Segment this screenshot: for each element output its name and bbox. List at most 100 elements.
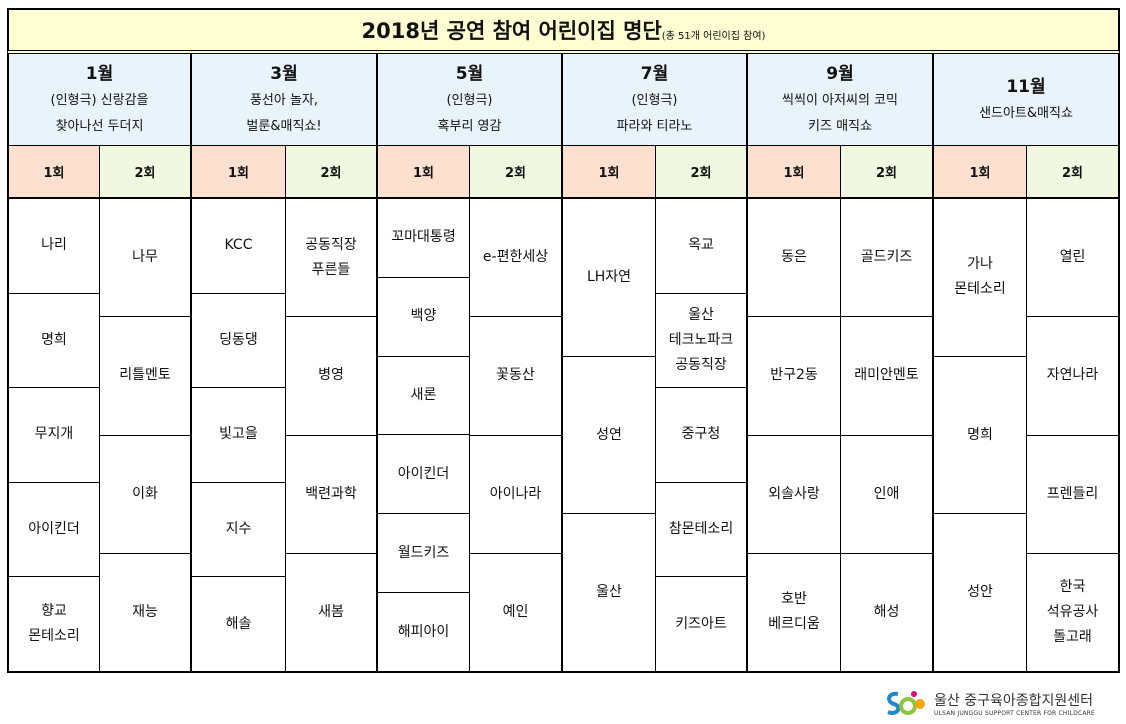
daycare-cell: 빛고을	[192, 388, 285, 483]
session-header: 2회	[1027, 146, 1120, 199]
daycare-cell: 옥교	[656, 199, 746, 294]
daycare-cell: 무지개	[9, 388, 99, 483]
daycare-cell: 아이나라	[470, 436, 561, 554]
month-label: 1월	[85, 63, 114, 84]
daycare-cell: KCC	[192, 199, 285, 294]
daycare-cell: 프렌들리	[1027, 436, 1118, 554]
session-header: 1회	[192, 146, 286, 199]
session-column: 열린 자연나라 프렌들리 한국 석유공사 돌고래	[1027, 199, 1120, 673]
session-header: 2회	[656, 146, 748, 199]
show-title-line: 키즈 매직쇼	[808, 118, 872, 134]
session-header: 1회	[378, 146, 470, 199]
session-header: 2회	[841, 146, 934, 199]
show-title-line: 혹부리 영감	[437, 118, 502, 134]
logo-icon	[887, 691, 925, 715]
daycare-cell: 나리	[9, 199, 99, 294]
show-title-line: 파라와 티라노	[616, 118, 693, 134]
daycare-cell: 반구2동	[748, 317, 840, 436]
month-header: 5월 (인형극) 혹부리 영감	[378, 54, 563, 146]
daycare-cell: 호반 베르디움	[748, 554, 840, 673]
daycare-cell: 자연나라	[1027, 317, 1118, 436]
month-label: 11월	[1006, 76, 1046, 97]
show-title-line: 찾아나선 두더지	[55, 118, 144, 134]
show-title-line: 풍선아 놀자,	[249, 92, 319, 108]
month-label: 9월	[826, 63, 854, 84]
daycare-cell: 울산	[563, 514, 655, 674]
title-sub: (총 51개 어린이집 참여)	[661, 30, 766, 42]
daycare-cell: 한국 석유공사 돌고래	[1027, 554, 1118, 673]
daycare-cell: e-편한세상	[470, 199, 561, 318]
session-header: 2회	[100, 146, 192, 199]
daycare-cell: 월드키즈	[378, 514, 469, 594]
daycare-cell: 새론	[378, 357, 469, 436]
daycare-cell: 해피아이	[378, 593, 469, 673]
daycare-cell: 나무	[100, 199, 190, 318]
session-column: 나리 명희 무지개 아이킨더 향교 몬테소리	[9, 199, 100, 673]
daycare-cell: 외솔사랑	[748, 436, 840, 554]
session-header: 1회	[563, 146, 656, 199]
daycare-cell: LH자연	[563, 199, 655, 357]
session-column: 골드키즈 래미안멘토 인애 해성	[841, 199, 934, 673]
daycare-cell: 공동직장 푸른들	[286, 199, 376, 318]
session-header: 1회	[934, 146, 1027, 199]
daycare-cell: 예인	[470, 554, 561, 673]
daycare-cell: 해성	[841, 554, 932, 673]
daycare-cell: 재능	[100, 554, 190, 673]
show-title-line: (인형극)	[631, 92, 678, 108]
show-title-line: 샌드아트&매직쇼	[979, 105, 1073, 121]
daycare-cell: 성연	[563, 357, 655, 515]
daycare-cell: 명희	[934, 357, 1026, 515]
daycare-cell: 래미안멘토	[841, 317, 932, 436]
daycare-cell: 아이킨더	[9, 483, 99, 578]
session-column: 가나 몬테소리 명희 성안	[934, 199, 1027, 674]
logo-english: ULSAN JUNGGU SUPPORT CENTER FOR CHILDCAR…	[934, 709, 1096, 717]
session-header: 1회	[9, 146, 100, 199]
daycare-cell: 골드키즈	[841, 199, 932, 318]
daycare-cell: 해솔	[192, 577, 285, 673]
daycare-cell: 중구청	[656, 388, 746, 483]
session-column: 동은 반구2동 외솔사랑 호반 베르디움	[748, 199, 841, 673]
daycare-cell: 꼬마대통령	[378, 199, 469, 278]
month-label: 3월	[270, 63, 298, 84]
session-column: 공동직장 푸른들 병영 백련과학 새봄	[286, 199, 378, 673]
session-column: 꼬마대통령 백양 새론 아이킨더 월드키즈 해피아이	[378, 199, 470, 673]
daycare-cell: 백양	[378, 278, 469, 357]
daycare-cell: 리틀멘토	[100, 317, 190, 436]
session-header: 1회	[748, 146, 841, 199]
session-column: LH자연 성연 울산	[563, 199, 656, 674]
session-column: e-편한세상 꽃동산 아이나라 예인	[470, 199, 563, 673]
daycare-cell: 지수	[192, 483, 285, 578]
month-label: 7월	[640, 63, 669, 84]
daycare-cell: 가나 몬테소리	[934, 199, 1026, 357]
show-title-line: (인형극)	[446, 92, 493, 108]
daycare-cell: 향교 몬테소리	[9, 577, 99, 673]
daycare-cell: 아이킨더	[378, 435, 469, 515]
daycare-cell: 참몬테소리	[656, 483, 746, 578]
month-header: 7월 (인형극) 파라와 티라노	[563, 54, 748, 146]
show-title-line: 씩씩이 아저씨의 코믹	[782, 92, 898, 108]
session-column: 나무 리틀멘토 이화 재능	[100, 199, 192, 673]
show-title-line: (인형극) 신랑감을	[50, 92, 149, 108]
daycare-cell: 꽃동산	[470, 317, 561, 436]
table-title: 2018년 공연 참여 어린이집 명단 (총 51개 어린이집 참여)	[7, 8, 1120, 54]
session-column: KCC 딩동댕 빛고을 지수 해솔	[192, 199, 286, 673]
session-column: 옥교 울산 테크노파크 공동직장 중구청 참몬테소리 키즈아트	[656, 199, 748, 673]
logo-korean: 울산 중구육아종합지원센터	[934, 692, 1094, 709]
daycare-cell: 백련과학	[286, 436, 376, 554]
center-logo: 울산 중구육아종합지원센터 ULSAN JUNGGU SUPPORT CENTE…	[884, 686, 1124, 720]
daycare-cell: 인애	[841, 436, 932, 554]
month-label: 5월	[455, 63, 484, 84]
left-border	[7, 54, 9, 673]
session-header: 2회	[470, 146, 563, 199]
show-title-line: 벌룬&매직쇼!	[246, 118, 322, 134]
title-main: 2018년 공연 참여 어린이집 명단	[361, 19, 662, 43]
daycare-cell: 병영	[286, 317, 376, 436]
daycare-cell: 열린	[1027, 199, 1118, 318]
daycare-cell: 딩동댕	[192, 294, 285, 389]
daycare-cell: 명희	[9, 294, 99, 389]
daycare-cell: 새봄	[286, 554, 376, 673]
